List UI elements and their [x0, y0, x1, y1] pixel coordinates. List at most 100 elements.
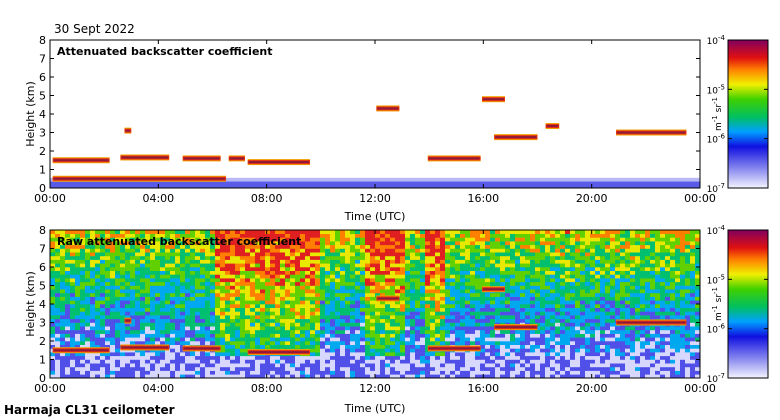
- noise-cell: [330, 252, 336, 257]
- noise-cell: [530, 267, 536, 271]
- noise-cell: [360, 278, 366, 283]
- noise-cell: [630, 274, 636, 279]
- noise-cell: [135, 248, 141, 253]
- noise-cell: [195, 300, 201, 305]
- noise-cell: [450, 255, 456, 260]
- noise-cell: [450, 237, 456, 242]
- noise-cell: [595, 333, 601, 338]
- noise-cell: [420, 307, 426, 312]
- noise-cell: [480, 359, 486, 364]
- noise-cell: [280, 337, 286, 342]
- noise-cell: [125, 341, 131, 345]
- noise-cell: [255, 289, 261, 294]
- noise-cell: [430, 296, 436, 301]
- noise-cell: [580, 337, 586, 342]
- noise-cell: [390, 292, 396, 297]
- noise-cell: [105, 363, 111, 368]
- noise-cell: [430, 263, 436, 268]
- noise-cell: [610, 322, 616, 327]
- noise-cell: [180, 292, 186, 297]
- noise-cell: [625, 359, 631, 364]
- noise-cell: [610, 337, 616, 342]
- noise-cell: [95, 318, 101, 323]
- noise-cell: [215, 326, 221, 331]
- noise-cell: [355, 289, 361, 294]
- noise-cell: [505, 252, 511, 257]
- noise-cell: [600, 230, 606, 234]
- noise-cell: [430, 333, 436, 338]
- noise-cell: [420, 311, 426, 316]
- noise-cell: [190, 374, 196, 379]
- noise-cell: [65, 359, 71, 364]
- noise-cell: [205, 274, 211, 279]
- noise-cell: [65, 278, 71, 283]
- noise-cell: [235, 326, 241, 331]
- noise-cell: [370, 270, 376, 275]
- noise-cell: [220, 292, 226, 297]
- noise-cell: [555, 289, 561, 294]
- noise-cell: [540, 259, 546, 264]
- noise-cell: [550, 359, 556, 364]
- noise-cell: [530, 248, 536, 253]
- noise-cell: [235, 241, 241, 246]
- noise-cell: [475, 259, 481, 264]
- noise-cell: [270, 341, 276, 345]
- noise-cell: [190, 244, 196, 249]
- noise-cell: [325, 244, 331, 249]
- noise-cell: [105, 270, 111, 275]
- noise-cell: [125, 244, 131, 249]
- noise-cell: [630, 244, 636, 249]
- noise-cell: [315, 233, 321, 238]
- noise-cell: [150, 333, 156, 338]
- noise-cell: [440, 292, 446, 297]
- noise-cell: [300, 370, 306, 375]
- noise-cell: [70, 267, 76, 271]
- noise-cell: [180, 307, 186, 312]
- noise-cell: [220, 337, 226, 342]
- noise-cell: [170, 359, 176, 364]
- noise-cell: [325, 370, 331, 375]
- noise-cell: [270, 274, 276, 279]
- noise-cell: [55, 352, 61, 357]
- noise-cell: [415, 296, 421, 301]
- noise-cell: [655, 374, 661, 379]
- noise-cell: [230, 237, 236, 242]
- noise-cell: [465, 355, 471, 360]
- noise-cell: [170, 241, 176, 246]
- noise-cell: [410, 255, 416, 260]
- noise-cell: [585, 292, 591, 297]
- noise-cell: [50, 270, 56, 275]
- noise-cell: [210, 363, 216, 368]
- noise-cell: [490, 230, 496, 234]
- noise-cell: [475, 285, 481, 290]
- noise-cell: [405, 274, 411, 279]
- noise-cell: [110, 237, 116, 242]
- noise-cell: [165, 326, 171, 331]
- noise-cell: [170, 363, 176, 368]
- noise-cell: [85, 274, 91, 279]
- noise-cell: [490, 255, 496, 260]
- noise-cell: [650, 255, 656, 260]
- noise-cell: [590, 352, 596, 357]
- noise-cell: [325, 329, 331, 334]
- noise-cell: [425, 307, 431, 312]
- noise-cell: [260, 292, 266, 297]
- noise-cell: [585, 370, 591, 375]
- noise-cell: [390, 274, 396, 279]
- noise-cell: [185, 304, 191, 308]
- noise-cell: [295, 278, 301, 283]
- noise-cell: [155, 300, 161, 305]
- noise-cell: [480, 248, 486, 253]
- noise-cell: [445, 255, 451, 260]
- noise-cell: [540, 333, 546, 338]
- noise-cell: [590, 267, 596, 271]
- noise-cell: [465, 278, 471, 283]
- noise-cell: [630, 348, 636, 353]
- noise-cell: [655, 307, 661, 312]
- noise-cell: [590, 237, 596, 242]
- noise-cell: [630, 374, 636, 379]
- noise-cell: [230, 359, 236, 364]
- noise-cell: [80, 366, 86, 371]
- noise-cell: [390, 285, 396, 290]
- noise-cell: [215, 255, 221, 260]
